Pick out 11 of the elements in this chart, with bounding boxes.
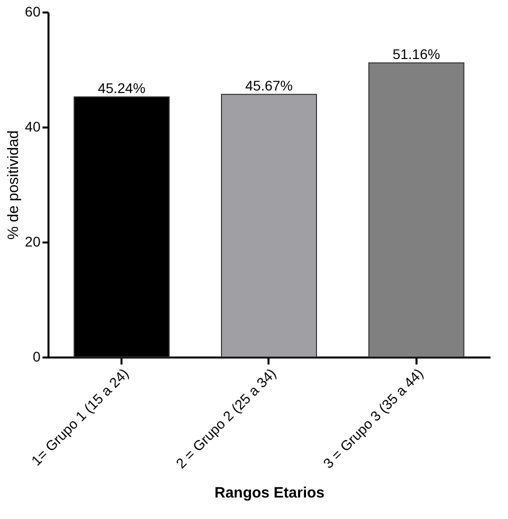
data-label: 51.16% <box>392 46 440 62</box>
y-tick-label: 20 <box>24 234 41 250</box>
x-axis-title: Rangos Etarios <box>214 484 325 502</box>
data-label: 45.67% <box>245 77 293 94</box>
y-axis-title: % de positividad <box>4 130 22 240</box>
bar <box>368 62 464 358</box>
y-tick-label: 0 <box>32 348 41 364</box>
data-label: 45.24% <box>98 80 146 96</box>
bar <box>221 94 317 358</box>
y-tick-label: 40 <box>24 118 41 134</box>
y-tick-label: 60 <box>24 4 41 20</box>
